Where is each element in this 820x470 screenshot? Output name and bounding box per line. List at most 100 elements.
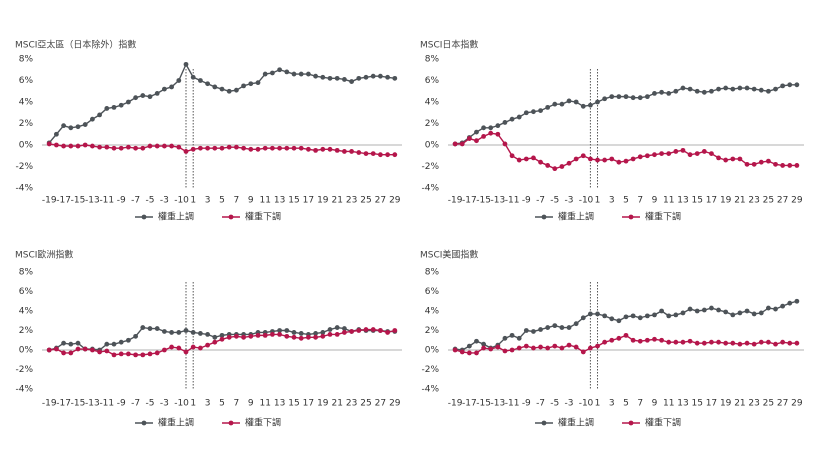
x-tick-label: -3 bbox=[565, 196, 574, 206]
data-point bbox=[75, 143, 81, 149]
x-tick-label: 5 bbox=[623, 196, 629, 206]
data-point bbox=[559, 101, 565, 107]
x-tick-label: 5 bbox=[219, 196, 225, 206]
data-point bbox=[313, 147, 318, 153]
x-tick-label: 3 bbox=[609, 399, 615, 409]
y-tick-label: -2% bbox=[421, 365, 439, 375]
data-point bbox=[284, 145, 290, 151]
x-tick-label: -5 bbox=[146, 196, 155, 206]
x-tick-label: -7 bbox=[536, 399, 545, 409]
x-tick-label: 21 bbox=[734, 399, 745, 409]
data-point bbox=[219, 336, 225, 342]
data-point bbox=[538, 344, 543, 350]
data-point bbox=[588, 311, 593, 317]
data-point bbox=[154, 350, 160, 356]
data-point bbox=[262, 332, 268, 338]
data-point bbox=[687, 86, 693, 92]
x-tick-label: 15 bbox=[288, 399, 299, 409]
data-point bbox=[637, 338, 643, 344]
data-point bbox=[385, 152, 390, 158]
data-point bbox=[61, 340, 66, 346]
x-tick-label: 29 bbox=[791, 196, 803, 206]
x-tick-label: -15 bbox=[71, 196, 86, 206]
data-point bbox=[523, 156, 529, 162]
y-tick-label: -2% bbox=[15, 365, 33, 375]
x-tick-label: 25 bbox=[360, 399, 371, 409]
data-point bbox=[219, 145, 225, 151]
data-point bbox=[673, 312, 679, 318]
x-tick-label: 17 bbox=[706, 399, 717, 409]
data-point bbox=[666, 339, 672, 345]
y-tick-label: 2% bbox=[425, 119, 440, 129]
data-point bbox=[82, 142, 88, 148]
x-tick-label: 11 bbox=[663, 399, 674, 409]
data-point bbox=[342, 330, 347, 335]
data-point bbox=[234, 87, 239, 93]
data-point bbox=[488, 130, 494, 136]
data-point bbox=[125, 337, 131, 343]
data-point bbox=[169, 330, 175, 335]
data-point bbox=[588, 345, 593, 351]
data-point bbox=[392, 328, 398, 333]
data-point bbox=[709, 305, 714, 311]
data-point bbox=[673, 88, 679, 94]
x-tick-label: 17 bbox=[303, 196, 314, 206]
data-point bbox=[147, 326, 153, 331]
data-point bbox=[773, 306, 778, 312]
data-point bbox=[701, 89, 707, 95]
y-tick-label: 8% bbox=[19, 55, 34, 65]
data-point bbox=[609, 337, 615, 343]
data-point bbox=[190, 146, 196, 152]
data-point bbox=[644, 337, 650, 343]
data-point bbox=[334, 325, 340, 330]
data-point bbox=[780, 303, 786, 309]
data-point bbox=[502, 348, 508, 354]
data-point bbox=[659, 337, 664, 343]
data-point bbox=[212, 339, 218, 345]
data-point bbox=[162, 86, 167, 92]
data-point bbox=[616, 335, 622, 341]
data-point bbox=[780, 83, 786, 89]
x-tick-label: 27 bbox=[375, 399, 386, 409]
data-point bbox=[730, 340, 736, 346]
x-tick-label: 5 bbox=[219, 399, 225, 409]
data-point bbox=[118, 351, 124, 357]
x-tick-label: -19 bbox=[42, 399, 57, 409]
x-tick-label: -15 bbox=[476, 399, 491, 409]
data-point bbox=[226, 334, 232, 340]
x-tick-label: 15 bbox=[288, 196, 299, 206]
x-tick-label: 0 bbox=[588, 196, 594, 206]
data-point bbox=[509, 347, 515, 353]
y-tick-label: 0% bbox=[425, 141, 440, 151]
x-tick-label: 7 bbox=[637, 196, 643, 206]
x-tick-label: -3 bbox=[160, 399, 169, 409]
y-tick-label: 6% bbox=[19, 287, 34, 297]
data-point bbox=[277, 332, 282, 337]
x-tick-label: 1 bbox=[595, 399, 601, 409]
x-tick-label: -7 bbox=[131, 196, 140, 206]
data-point bbox=[495, 344, 501, 350]
data-point bbox=[523, 110, 529, 116]
data-point bbox=[306, 334, 311, 340]
data-point bbox=[378, 328, 383, 333]
y-tick-label: -4% bbox=[15, 184, 33, 194]
data-point bbox=[616, 318, 622, 324]
data-point bbox=[255, 146, 261, 152]
y-tick-label: 4% bbox=[19, 98, 34, 108]
data-point bbox=[248, 333, 254, 339]
x-tick-label: 7 bbox=[234, 196, 240, 206]
data-point bbox=[481, 134, 486, 139]
data-point bbox=[349, 79, 354, 84]
data-point bbox=[751, 341, 757, 347]
data-point bbox=[370, 327, 376, 332]
data-point bbox=[559, 325, 565, 330]
chart-panel: MSCI亞太區（日本除外）指數-4%-2%0%2%4%6%8%-19 -17 -15… bbox=[15, 39, 402, 223]
data-point bbox=[183, 328, 189, 333]
chart-panel: MSCI美國指數-4%-2%0%2%4%6%8%-19 -17 -15 -13 -11-… bbox=[420, 249, 804, 429]
data-point bbox=[68, 143, 74, 149]
x-tick-label: -13 bbox=[85, 399, 100, 409]
x-tick-label: -17 bbox=[56, 196, 71, 206]
x-tick-label: -9 bbox=[117, 196, 126, 206]
x-tick-label: 15 bbox=[691, 399, 702, 409]
x-tick-label: -13 bbox=[85, 196, 100, 206]
